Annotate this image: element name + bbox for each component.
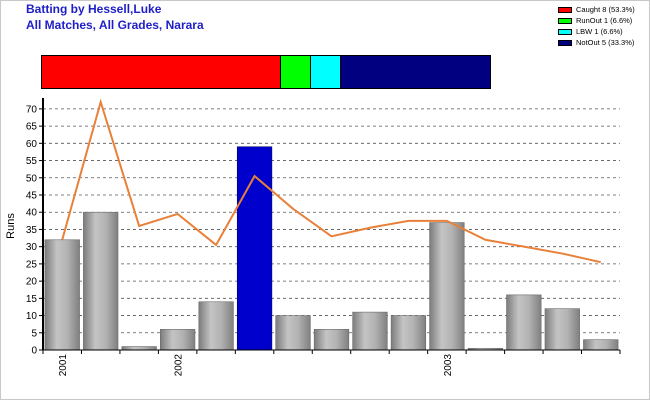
legend-item-runout: RunOut 1 (6.6%) [558, 15, 635, 26]
distribution-segment-lbw [310, 56, 341, 88]
y-tick-label-35: 35 [26, 225, 38, 236]
legend-label-caught: Caught 8 (53.3%) [576, 5, 635, 14]
bar-7 [313, 329, 350, 351]
y-tick-label-55: 55 [26, 156, 38, 167]
bar-13 [544, 308, 580, 351]
bar-8 [352, 311, 388, 351]
legend-swatch-notout [558, 39, 572, 46]
trend-line [61, 98, 601, 264]
bar-3 [160, 329, 196, 351]
legend-item-caught: Caught 8 (53.3%) [558, 4, 635, 15]
distribution-segment-runout [280, 56, 311, 88]
legend-label-runout: RunOut 1 (6.6%) [576, 16, 633, 25]
y-tick-label-5: 5 [31, 328, 37, 339]
y-tick-label-30: 30 [26, 242, 38, 253]
y-tick-label-50: 50 [26, 173, 38, 184]
legend: Caught 8 (53.3%) RunOut 1 (6.6%) LBW 1 (… [558, 4, 635, 48]
y-tick-label-20: 20 [26, 277, 38, 288]
y-tick-label-15: 15 [26, 294, 38, 305]
legend-label-notout: NotOut 5 (33.3%) [576, 38, 635, 47]
y-tick-label-0: 0 [31, 346, 37, 357]
bar-4 [198, 301, 234, 351]
chart-subtitle: All Matches, All Grades, Narara [26, 18, 204, 32]
x-tick-label-2001: 2001 [58, 354, 69, 377]
y-tick-label-25: 25 [26, 259, 38, 270]
dismissal-distribution-bar [41, 55, 491, 89]
legend-item-notout: NotOut 5 (33.3%) [558, 37, 635, 48]
chart-title: Batting by Hessell,Luke [26, 2, 162, 16]
bar-14 [583, 339, 619, 351]
distribution-segment-caught [42, 56, 281, 88]
y-tick-label-60: 60 [26, 139, 38, 150]
y-tick-label-40: 40 [26, 208, 38, 219]
y-tick-label-10: 10 [26, 311, 38, 322]
legend-swatch-caught [558, 6, 572, 13]
bar-9 [390, 315, 427, 351]
legend-swatch-lbw [558, 28, 572, 35]
legend-label-lbw: LBW 1 (6.6%) [576, 27, 623, 36]
y-axis-title: Runs [5, 213, 17, 239]
legend-item-lbw: LBW 1 (6.6%) [558, 26, 635, 37]
y-tick-label-65: 65 [26, 122, 38, 133]
bar-12 [506, 294, 542, 351]
y-tick-label-45: 45 [26, 191, 38, 202]
y-tick-label-70: 70 [26, 104, 38, 115]
x-tick-label-2002: 2002 [174, 354, 185, 377]
distribution-segment-notout [340, 56, 490, 88]
bar-6 [275, 315, 311, 351]
legend-swatch-runout [558, 17, 572, 24]
bar-0 [44, 239, 80, 351]
bar-2 [121, 346, 157, 351]
bar-1 [83, 211, 119, 351]
x-tick-label-2003: 2003 [443, 354, 454, 377]
bar-10 [429, 222, 465, 351]
